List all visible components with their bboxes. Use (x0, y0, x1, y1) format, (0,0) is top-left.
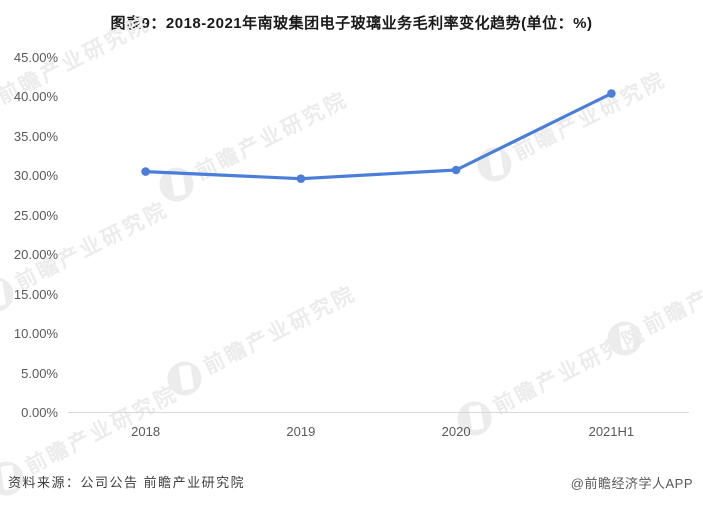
x-tick-label: 2018 (131, 424, 161, 439)
y-tick-label: 15.00% (13, 286, 58, 302)
x-tick-label: 2021H1 (588, 424, 635, 439)
x-axis-line (68, 412, 689, 413)
y-tick-label: 5.00% (21, 365, 58, 381)
y-tick-label: 10.00% (13, 326, 58, 342)
y-tick-label: 40.00% (13, 89, 58, 105)
y-tick-label: 45.00% (13, 50, 58, 65)
source-note: 资料来源：公司公告 前瞻产业研究院 (8, 475, 246, 490)
series-line (144, 91, 614, 181)
data-point-marker (607, 89, 616, 98)
series-points (141, 89, 616, 183)
y-tick-label: 30.00% (13, 168, 58, 184)
chart-title: 图表9：2018-2021年南玻集团电子玻璃业务毛利率变化趋势(单位：%) (110, 15, 593, 32)
data-point-marker (451, 165, 461, 175)
y-tick-label: 20.00% (13, 247, 58, 263)
y-tick-label: 25.00% (13, 207, 58, 223)
x-tick-label: 2019 (286, 424, 316, 439)
data-point-marker (141, 167, 150, 176)
credit-note: @前瞻经济学人APP (570, 476, 693, 491)
y-tick-label: 0.00% (21, 405, 58, 420)
data-point-marker (296, 174, 306, 183)
y-tick-label: 35.00% (13, 128, 58, 144)
